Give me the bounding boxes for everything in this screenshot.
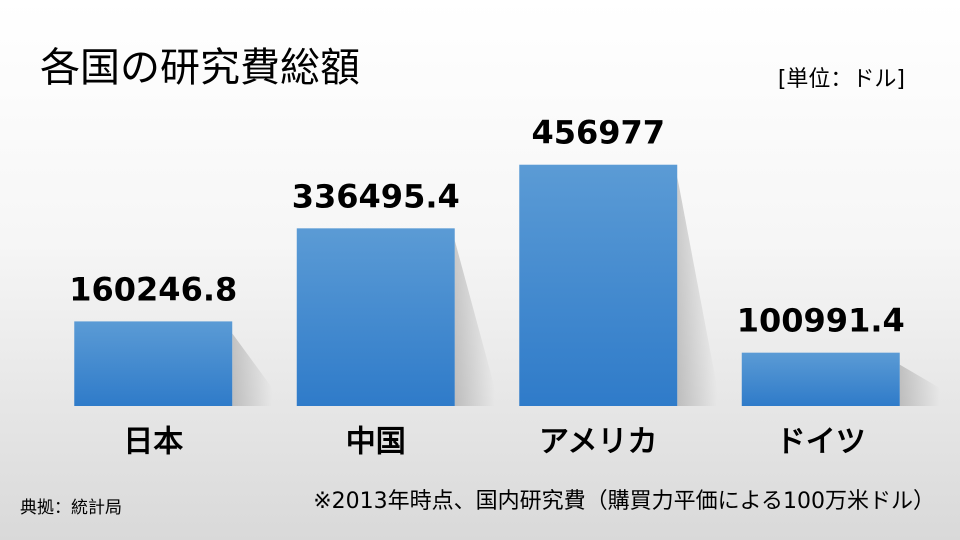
bar-shadow <box>232 333 273 406</box>
x-tick-label: 日本 <box>123 425 183 460</box>
bar <box>519 164 678 406</box>
x-tick-label: アメリカ <box>539 425 658 460</box>
bar-shadow <box>899 364 940 406</box>
bar-shadow <box>677 176 718 406</box>
x-tick-label: ドイツ <box>776 425 866 460</box>
x-tick-label: 中国 <box>346 425 406 460</box>
bar-shadow <box>454 240 495 406</box>
chart-title: 各国の研究費総額 <box>40 45 360 91</box>
value-label: 100991.4 <box>737 302 905 340</box>
bar <box>741 352 900 406</box>
bar <box>74 321 233 406</box>
unit-label: [単位：ドル] <box>778 67 905 92</box>
value-label: 456977 <box>531 114 665 152</box>
source: 典拠：統計局 <box>20 498 122 518</box>
value-label: 336495.4 <box>292 177 460 215</box>
bar <box>296 228 455 406</box>
note: ※2013年時点、国内研究費（購買力平価による100万米ドル） <box>313 489 935 514</box>
value-label: 160246.8 <box>69 270 237 308</box>
